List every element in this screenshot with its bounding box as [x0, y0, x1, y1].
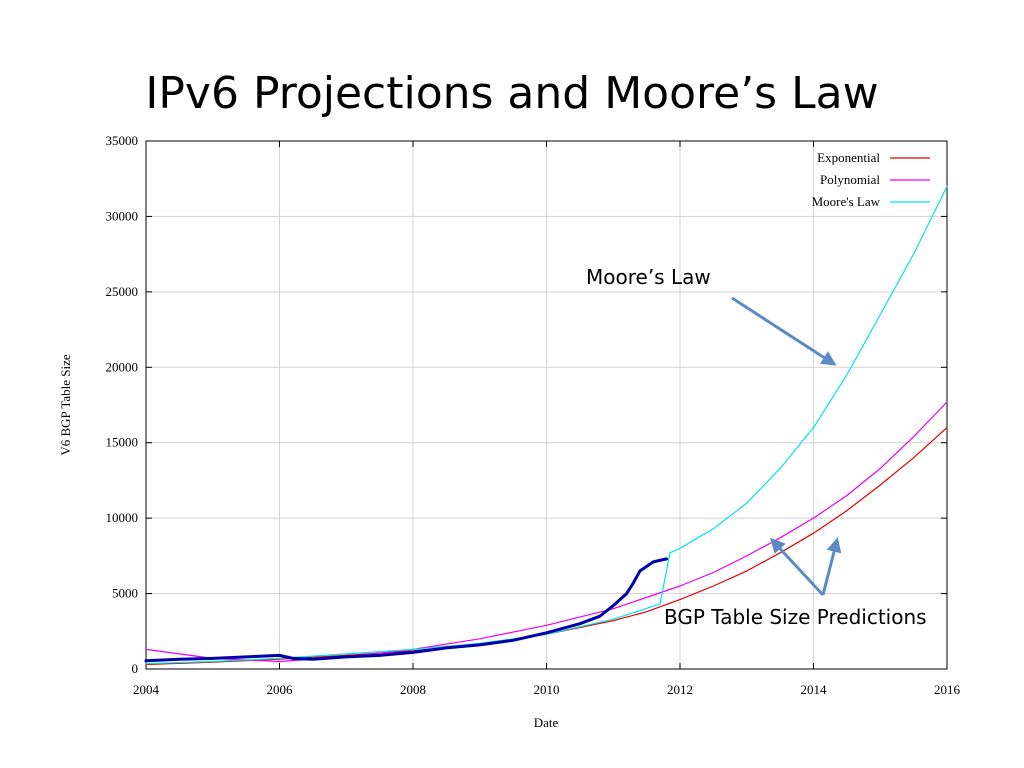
y-tick-label: 5000 — [112, 586, 138, 601]
x-tick-label: 2010 — [534, 682, 560, 697]
x-tick-label: 2012 — [667, 682, 693, 697]
y-axis-label: V6 BGP Table Size — [58, 354, 73, 456]
x-tick-label: 2006 — [267, 682, 294, 697]
moores-law-callout: Moore’s Law — [586, 265, 711, 289]
x-axis-label: Date — [534, 715, 559, 730]
legend-exponential-label: Exponential — [817, 150, 880, 165]
series-moores-law — [145, 185, 948, 665]
axis-ticks: 2004 2006 2008 2010 2012 2014 2016 0 5000 10000 15… — [106, 133, 961, 697]
legend-polynomial-label: Polynomial — [820, 172, 880, 187]
legend-moores-law-label: Moore's Law — [812, 194, 881, 209]
y-tick-label: 35000 — [106, 133, 139, 148]
x-tick-label: 2004 — [133, 682, 160, 697]
x-tick-label: 2014 — [801, 682, 828, 697]
y-tick-label: 10000 — [106, 510, 139, 525]
y-tick-label: 25000 — [106, 284, 139, 299]
y-tick-label: 0 — [132, 661, 139, 676]
legend: Exponential Polynomial Moore's Law — [812, 150, 930, 209]
series-layer — [144, 185, 948, 666]
y-tick-label: 15000 — [106, 435, 139, 450]
grid — [146, 141, 947, 669]
predictions-arrow-exponential — [821, 537, 842, 596]
x-tick-label: 2016 — [934, 682, 961, 697]
y-tick-label: 30000 — [106, 208, 139, 223]
moores-law-arrow — [731, 296, 837, 366]
predictions-callout: BGP Table Size Predictions — [664, 605, 927, 629]
x-tick-label: 2008 — [400, 682, 426, 697]
predictions-arrow-polynomial — [769, 537, 825, 597]
y-tick-label: 20000 — [106, 359, 139, 374]
series-observed — [144, 557, 669, 663]
series-exponential — [145, 427, 948, 666]
slide-title: IPv6 Projections and Moore’s Law — [145, 68, 879, 119]
